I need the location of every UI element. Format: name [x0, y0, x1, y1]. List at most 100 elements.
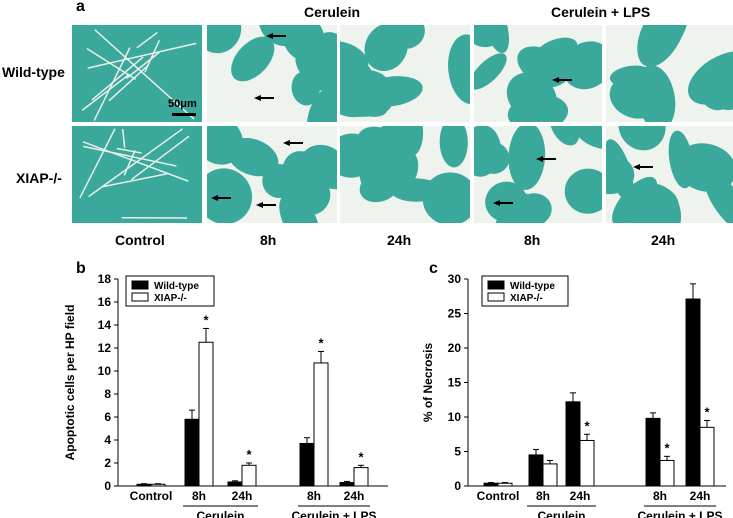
- y-tick-label: 20: [448, 341, 462, 355]
- group-header-cerulein: Cerulein: [304, 4, 361, 20]
- bar: [299, 442, 315, 487]
- bar: [542, 463, 558, 487]
- arrow-head: [266, 33, 273, 39]
- x-tick-label: 8h: [536, 489, 550, 503]
- micrograph-tile: [474, 25, 602, 122]
- significance-mark: *: [246, 447, 252, 462]
- group-header-cerulein-lps: Cerulein + LPS: [551, 4, 651, 20]
- significance-mark: *: [358, 449, 364, 464]
- x-tick-label: 8h: [307, 489, 321, 503]
- column-label-8h-cerulein: 8h: [260, 232, 277, 248]
- micrograph-tile: [340, 25, 470, 122]
- micrograph-tile: [207, 126, 337, 223]
- micrograph-tile: [72, 25, 202, 122]
- x-tick-label: 8h: [653, 489, 667, 503]
- y-axis-title: Apoptotic cells per HP field: [63, 305, 77, 461]
- micrograph-tile: [606, 126, 733, 223]
- significance-mark: *: [704, 404, 710, 419]
- micrograph-tile: [340, 126, 470, 223]
- significance-mark: *: [203, 312, 209, 327]
- x-tick-label: 24h: [232, 489, 253, 503]
- bar: [685, 298, 701, 487]
- group-label: Cerulein: [196, 509, 244, 518]
- row-label-wild-type: Wild-type: [2, 64, 65, 80]
- group-label: Cerulein: [537, 509, 585, 518]
- arrow-head: [536, 156, 543, 162]
- significance-mark: *: [584, 418, 590, 433]
- group-label: Cerulein + LPS: [291, 509, 376, 518]
- bar: [150, 483, 166, 487]
- bar: [313, 362, 329, 487]
- column-label-8h-lps: 8h: [524, 232, 541, 248]
- micrograph-tile: [207, 25, 337, 122]
- panel-c-letter: c: [429, 260, 438, 277]
- legend-swatch: [131, 292, 149, 302]
- panel-b-letter: b: [76, 260, 86, 277]
- x-tick-label: 24h: [570, 489, 591, 503]
- legend-label: XIAP-/-: [510, 293, 543, 304]
- y-tick-label: 15: [448, 376, 462, 390]
- x-tick-label: 24h: [344, 489, 365, 503]
- necrosis-bar-chart: 0 5 10 15 20 25 30 % of Necrosis Control 8h 24h 8h 2…: [421, 272, 726, 518]
- micrograph-tile: [606, 25, 733, 122]
- arrow-head: [254, 95, 261, 101]
- bar: [659, 459, 675, 487]
- column-label-24h-cerulein: 24h: [387, 232, 412, 248]
- y-tick-label: 5: [454, 445, 461, 459]
- arrow-head: [283, 140, 290, 146]
- x-tick-label: 8h: [192, 489, 206, 503]
- legend-label: Wild-type: [510, 281, 555, 292]
- y-tick-label: 25: [448, 307, 462, 321]
- panel-a-letter: a: [76, 0, 85, 15]
- y-tick-label: 4: [104, 433, 111, 447]
- bar: [184, 418, 200, 487]
- y-tick-label: 0: [104, 479, 111, 493]
- bar: [198, 341, 214, 487]
- apoptotic-cells-bar-chart: 0 2 4 6 8 10 12 14 16 18 Apoptotic cells per HP fi…: [63, 272, 388, 518]
- y-tick-label: 30: [448, 272, 462, 286]
- arrow-head: [552, 77, 559, 83]
- row-label-xiap: XIAP-/-: [16, 170, 62, 186]
- bar: [699, 426, 715, 487]
- arrow-head: [256, 202, 263, 208]
- column-label-control: Control: [115, 232, 165, 248]
- y-tick-label: 10: [98, 364, 112, 378]
- arrow-head: [211, 195, 218, 201]
- legend-label: XIAP-/-: [154, 293, 187, 304]
- y-tick-label: 16: [98, 295, 112, 309]
- bar: [645, 417, 661, 487]
- arrow-head: [493, 200, 500, 206]
- bar: [497, 482, 513, 487]
- bar: [579, 439, 595, 487]
- y-tick-label: 18: [98, 272, 112, 286]
- legend-swatch: [487, 292, 505, 302]
- y-tick-label: 14: [98, 318, 112, 332]
- arrow-head: [633, 164, 640, 170]
- y-tick-label: 10: [448, 410, 462, 424]
- legend-label: Wild-type: [154, 281, 199, 292]
- y-tick-label: 2: [104, 456, 111, 470]
- bar: [565, 401, 581, 487]
- bar: [339, 482, 355, 487]
- legend-swatch: [487, 280, 505, 290]
- scale-bar: [172, 113, 196, 116]
- bar: [136, 483, 152, 487]
- bar: [227, 481, 243, 487]
- bar: [483, 482, 499, 487]
- y-tick-label: 12: [98, 341, 112, 355]
- micrograph-tile: [72, 126, 202, 223]
- x-tick-label: 24h: [690, 489, 711, 503]
- significance-mark: *: [318, 335, 324, 350]
- x-tick-label: Control: [477, 489, 520, 503]
- y-tick-label: 0: [454, 479, 461, 493]
- y-tick-label: 6: [104, 410, 111, 424]
- bar: [353, 467, 369, 487]
- group-label: Cerulein + LPS: [637, 509, 722, 518]
- y-tick-label: 8: [104, 387, 111, 401]
- bar: [241, 464, 257, 487]
- x-tick-label: Control: [130, 489, 173, 503]
- y-axis-title: % of Necrosis: [421, 342, 435, 422]
- bar: [528, 454, 544, 487]
- significance-mark: *: [664, 440, 670, 455]
- micrograph-tile: [474, 126, 602, 223]
